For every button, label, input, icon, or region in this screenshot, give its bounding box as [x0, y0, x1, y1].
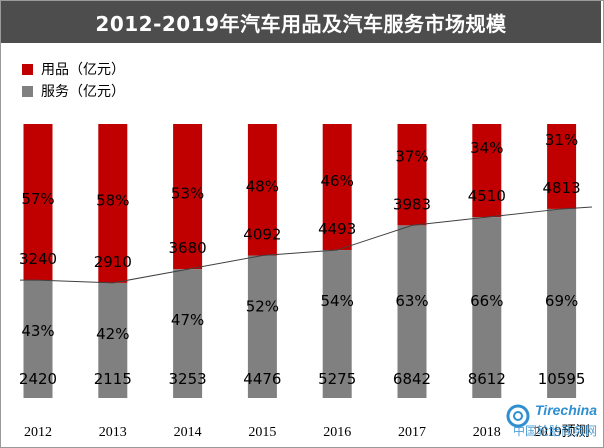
- x-tick-label-2018: 2018: [473, 425, 501, 440]
- label-supplies-value-2014: 3680: [169, 239, 207, 257]
- watermark-subtitle: 中国轮胎商务网: [513, 424, 598, 438]
- bar-supplies-2018: [472, 124, 502, 218]
- bar-services-2016: [322, 250, 352, 398]
- label-supplies-value-2018: 4510: [468, 187, 506, 205]
- label-services-percent-2015: 52%: [246, 298, 279, 316]
- bar-supplies-2013: [98, 124, 128, 283]
- label-services-value-2014: 3253: [169, 370, 207, 388]
- bar-supplies-2017: [397, 124, 427, 226]
- label-supplies-value-2016: 4493: [318, 220, 356, 238]
- x-tick-label-2017: 2017: [398, 425, 426, 440]
- legend: 用品（亿元） 服务（亿元）: [22, 58, 125, 102]
- bar-services-2015: [247, 255, 277, 398]
- bar-services-2017: [397, 225, 427, 398]
- label-services-value-2016: 5275: [318, 370, 356, 388]
- label-supplies-value-2015: 4092: [243, 226, 281, 244]
- label-services-value-2013: 2115: [94, 370, 132, 388]
- label-supplies-value-2012: 3240: [19, 250, 57, 268]
- legend-label-services: 服务（亿元）: [41, 84, 125, 100]
- x-tick-label-2016: 2016: [323, 425, 351, 440]
- label-services-value-2017: 6842: [393, 370, 431, 388]
- watermark: Tirechina 中国轮胎商务网: [505, 400, 601, 444]
- watermark-brand: Tirechina: [535, 402, 597, 418]
- label-services-percent-2017: 63%: [395, 292, 428, 310]
- label-services-value-2015: 4476: [243, 370, 281, 388]
- legend-label-supplies: 用品（亿元）: [41, 62, 125, 78]
- label-supplies-value-2019预测: 4813: [543, 179, 581, 197]
- legend-swatch-supplies: [22, 63, 33, 75]
- bar-supplies-2014: [173, 124, 203, 270]
- bar-services-2013: [98, 282, 128, 398]
- label-supplies-value-2013: 2910: [94, 253, 132, 271]
- bar-services-2014: [173, 269, 203, 398]
- label-supplies-percent-2012: 57%: [21, 190, 54, 208]
- label-services-percent-2012: 43%: [21, 322, 54, 340]
- bar-supplies-2015: [247, 124, 277, 256]
- bar-services-2019预测: [547, 208, 577, 398]
- legend-swatch-services: [22, 85, 33, 97]
- bar-supplies-2016: [322, 124, 352, 251]
- label-supplies-value-2017: 3983: [393, 195, 431, 213]
- label-services-percent-2014: 47%: [171, 311, 204, 329]
- label-services-percent-2019预测: 69%: [545, 292, 578, 310]
- legend-item-supplies: 用品（亿元）: [22, 58, 125, 80]
- x-tick-label-2019预测: 2019预测: [534, 424, 590, 440]
- label-services-percent-2016: 54%: [321, 292, 354, 310]
- x-tick-label-2013: 2013: [99, 425, 127, 440]
- x-tick-label-2014: 2014: [174, 425, 202, 440]
- label-supplies-percent-2019预测: 31%: [545, 131, 578, 149]
- label-supplies-percent-2015: 48%: [246, 178, 279, 196]
- label-supplies-percent-2014: 53%: [171, 185, 204, 203]
- label-supplies-percent-2016: 46%: [321, 172, 354, 190]
- label-supplies-percent-2017: 37%: [395, 147, 428, 165]
- chart-title: 2012-2019年汽车用品及汽车服务市场规模: [95, 11, 507, 36]
- label-services-percent-2013: 42%: [96, 325, 129, 343]
- label-services-percent-2018: 66%: [470, 292, 503, 310]
- bar-services-2018: [472, 217, 502, 398]
- bar-supplies-2019预测: [547, 124, 577, 209]
- services-trend-line: [20, 206, 593, 284]
- x-tick-label-2015: 2015: [248, 425, 276, 440]
- label-supplies-percent-2013: 58%: [96, 191, 129, 209]
- label-services-value-2018: 8612: [468, 370, 506, 388]
- title-bar: 2012-2019年汽车用品及汽车服务市场规模: [1, 1, 601, 43]
- bar-services-2012: [23, 280, 53, 398]
- label-supplies-percent-2018: 34%: [470, 139, 503, 157]
- tire-logo-icon: [506, 404, 530, 428]
- label-services-value-2012: 2420: [19, 370, 57, 388]
- label-services-value-2019预测: 10595: [538, 370, 586, 388]
- bar-supplies-2012: [23, 124, 53, 281]
- legend-item-services: 服务（亿元）: [22, 80, 125, 102]
- x-tick-label-2012: 2012: [24, 425, 52, 440]
